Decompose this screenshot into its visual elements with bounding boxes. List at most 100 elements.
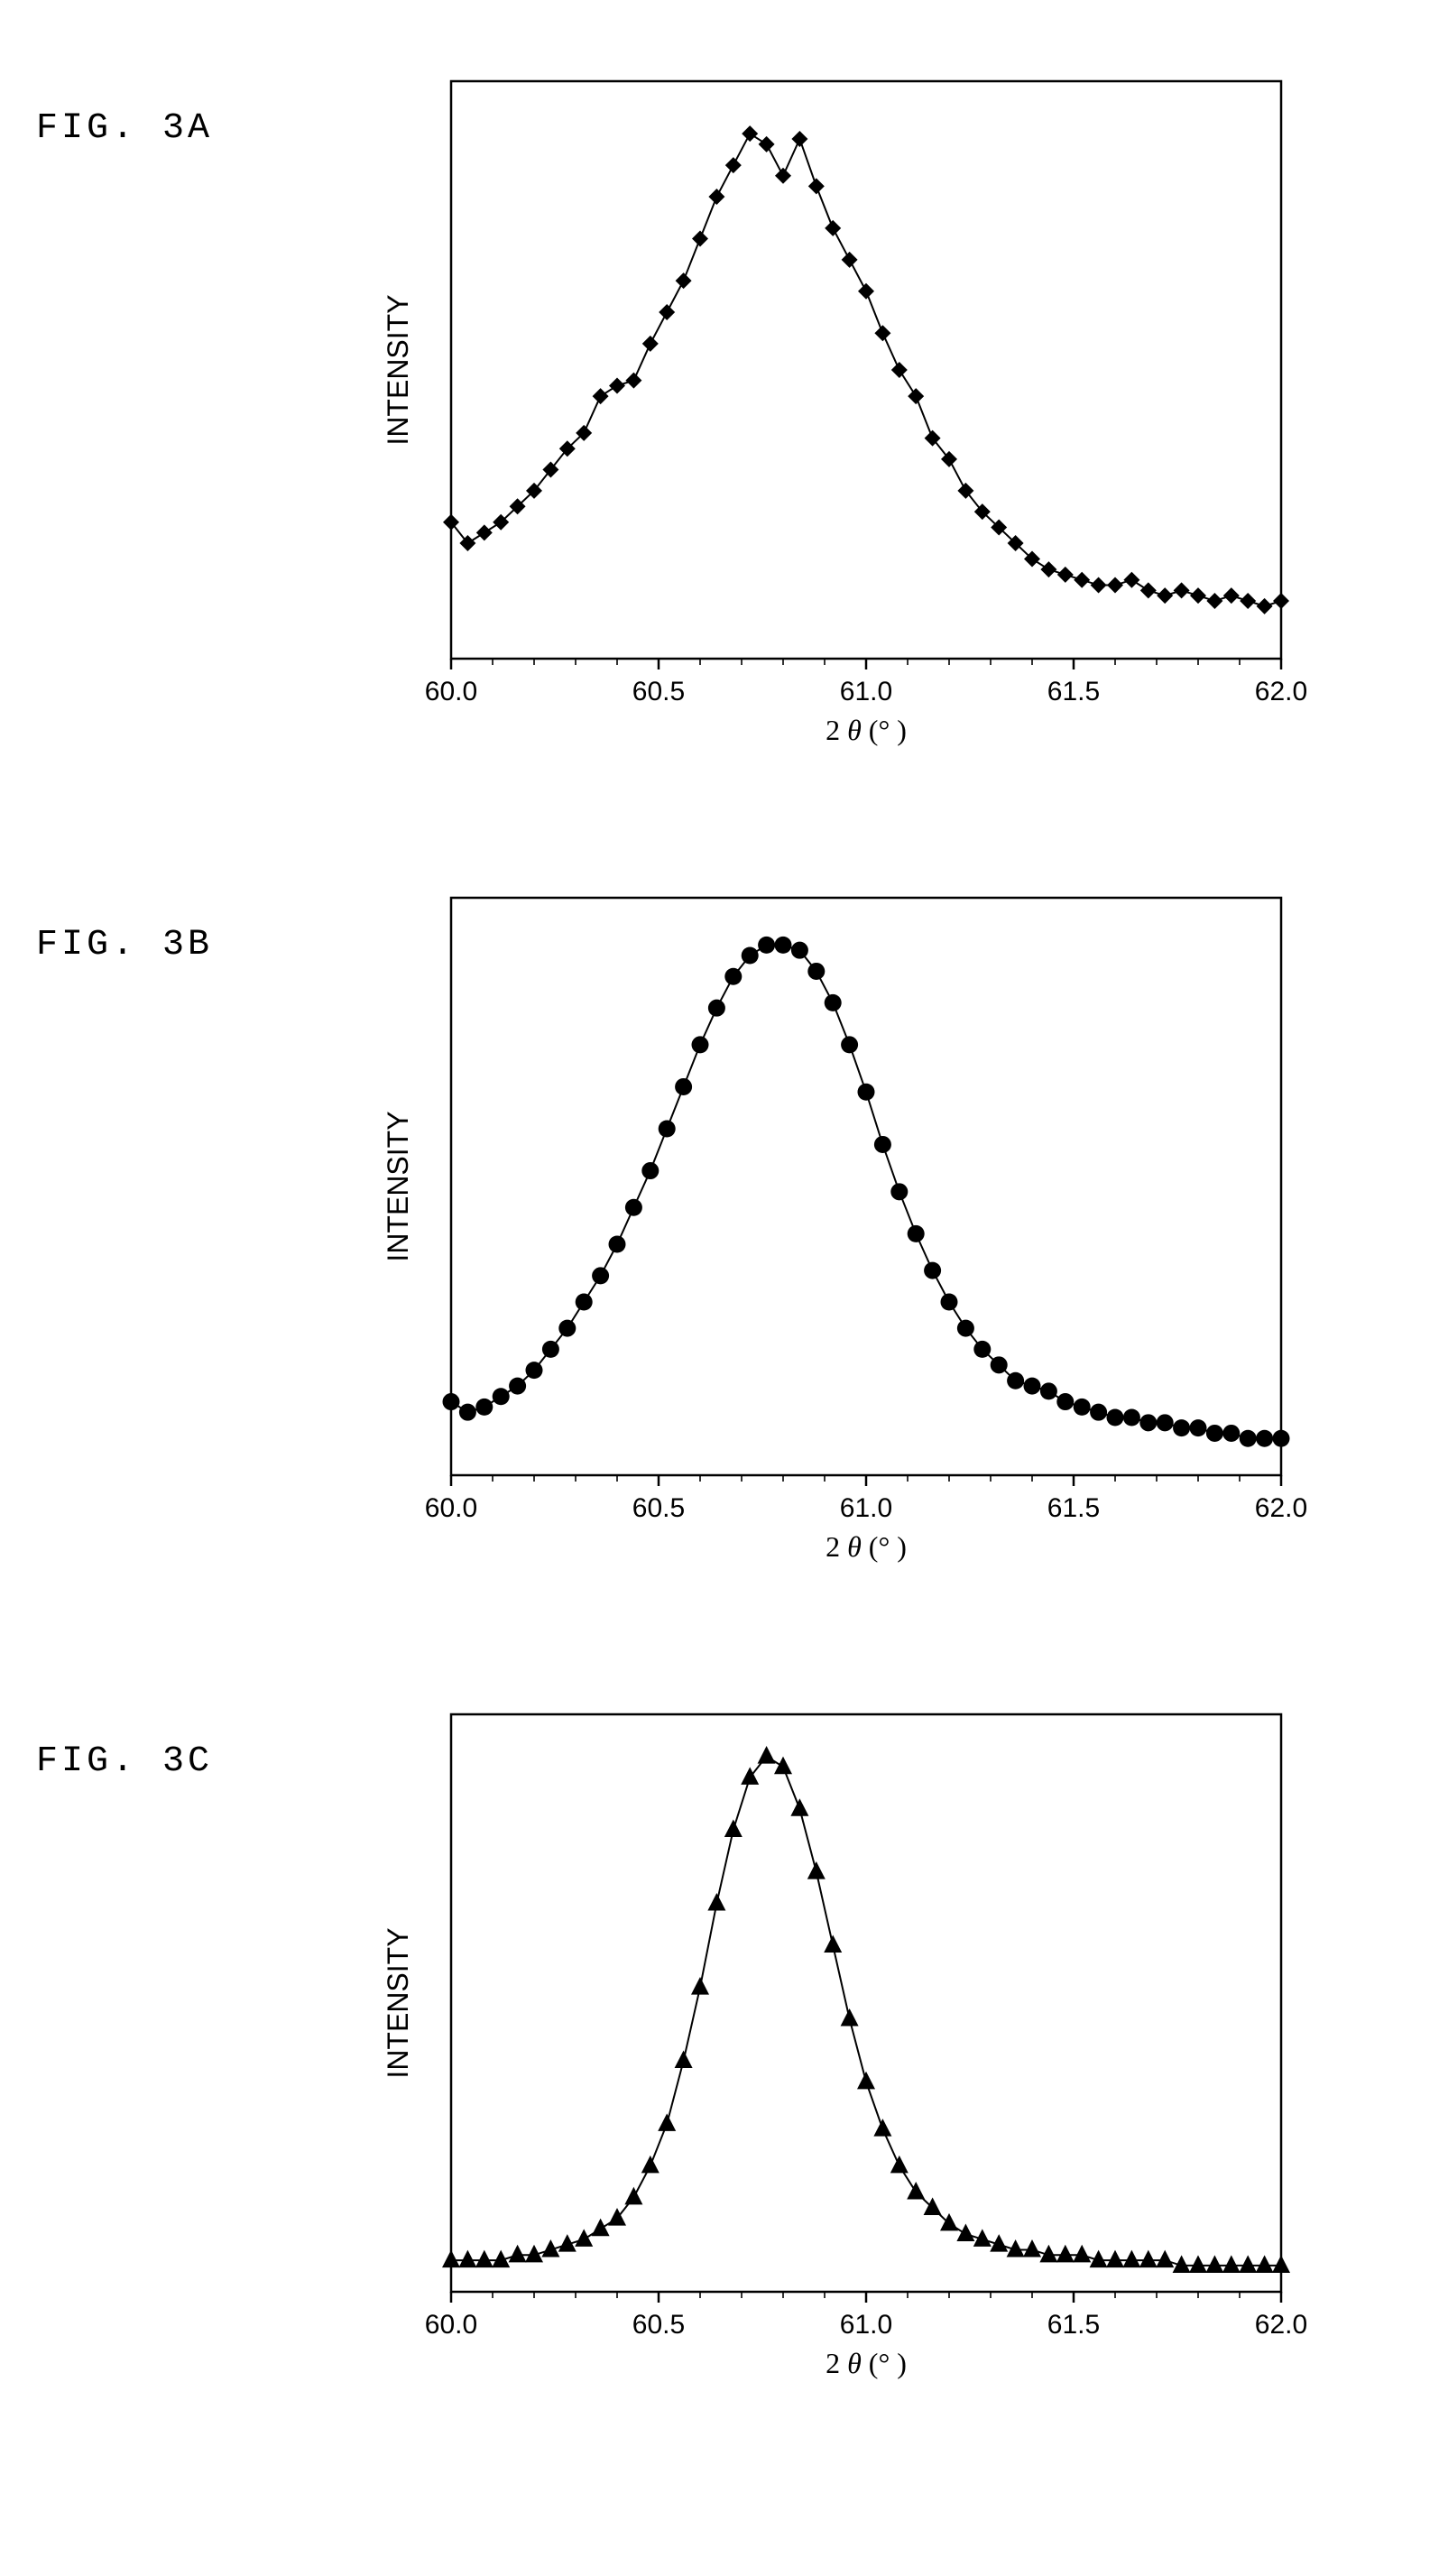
data-marker	[641, 1162, 659, 1179]
data-marker	[459, 1404, 476, 1421]
x-tick-label: 61.5	[1047, 2310, 1100, 2340]
x-tick-label: 62.0	[1255, 2310, 1307, 2340]
data-marker	[1074, 1399, 1091, 1416]
data-marker	[807, 963, 825, 980]
chart-svg: 60.060.561.061.562.02 θ (° )INTENSITY	[361, 1687, 1308, 2391]
data-marker	[475, 2250, 494, 2268]
data-marker	[1057, 567, 1074, 583]
data-marker	[1256, 1430, 1273, 1447]
data-marker	[575, 2229, 593, 2247]
x-axis-label: 2 θ (° )	[826, 2347, 907, 2379]
data-marker	[925, 430, 941, 447]
data-marker	[509, 2245, 527, 2263]
data-marker	[857, 2072, 875, 2090]
data-marker	[609, 1236, 626, 1253]
data-marker	[1190, 1419, 1207, 1436]
x-tick-label: 61.5	[1047, 1493, 1100, 1523]
data-marker	[1206, 593, 1222, 609]
chart-3a: 60.060.561.061.562.02 θ (° )INTENSITY	[361, 54, 1308, 762]
data-marker	[775, 937, 792, 954]
data-line	[451, 945, 1281, 1438]
panel-row-a: FIG. 3A 60.060.561.061.562.02 θ (° )INTE…	[36, 54, 1403, 762]
chart-svg: 60.060.561.061.562.02 θ (° )INTENSITY	[361, 54, 1308, 758]
data-marker	[1090, 1404, 1107, 1421]
x-tick-label: 60.0	[425, 2310, 477, 2340]
data-marker	[874, 1136, 891, 1153]
data-marker	[858, 1084, 875, 1101]
panel-row-b: FIG. 3B 60.060.561.061.562.02 θ (° )INTE…	[36, 871, 1403, 1579]
data-marker	[1106, 2250, 1124, 2268]
data-marker	[458, 2250, 476, 2268]
chart-3b: 60.060.561.061.562.02 θ (° )INTENSITY	[361, 871, 1308, 1579]
data-marker	[658, 2113, 676, 2131]
y-axis-label: INTENSITY	[382, 294, 414, 445]
data-marker	[1257, 598, 1273, 614]
data-marker	[824, 1935, 842, 1953]
data-marker	[991, 1356, 1008, 1373]
data-marker	[1107, 577, 1123, 594]
y-axis-label: INTENSITY	[382, 1111, 414, 1261]
data-marker	[675, 2051, 693, 2069]
data-marker	[957, 1320, 974, 1337]
data-marker	[1156, 2250, 1174, 2268]
plot-frame	[451, 1714, 1281, 2292]
data-marker	[1190, 587, 1206, 604]
data-marker	[476, 524, 493, 540]
data-marker	[940, 2213, 958, 2231]
data-marker	[825, 220, 841, 236]
data-marker	[841, 1036, 858, 1053]
data-marker	[625, 1199, 642, 1216]
data-marker	[1240, 593, 1256, 609]
figure-label-c: FIG. 3C	[36, 1687, 361, 1782]
data-marker	[692, 231, 708, 247]
data-marker	[659, 304, 675, 320]
x-tick-label: 62.0	[1255, 1493, 1307, 1523]
data-marker	[842, 252, 858, 268]
data-marker	[707, 1893, 725, 1911]
data-marker	[475, 1399, 493, 1416]
data-marker	[1091, 577, 1107, 594]
plot-frame	[451, 898, 1281, 1475]
data-marker	[1157, 587, 1173, 604]
data-marker	[558, 1320, 576, 1337]
data-marker	[775, 168, 791, 184]
data-marker	[1222, 1425, 1240, 1442]
data-marker	[1189, 2255, 1207, 2273]
x-tick-label: 62.0	[1255, 677, 1307, 706]
data-marker	[858, 283, 874, 300]
figure-label-a: FIG. 3A	[36, 54, 361, 149]
data-marker	[676, 272, 692, 289]
chart-3c: 60.060.561.061.562.02 θ (° )INTENSITY	[361, 1687, 1308, 2396]
data-marker	[941, 1294, 958, 1311]
data-marker	[526, 1362, 543, 1379]
data-marker	[1123, 1409, 1140, 1426]
data-marker	[924, 2197, 942, 2215]
x-tick-label: 60.5	[632, 1493, 685, 1523]
data-marker	[691, 1977, 709, 1995]
data-marker	[1273, 593, 1289, 609]
figure-label-b: FIG. 3B	[36, 871, 361, 965]
x-axis-label: 2 θ (° )	[826, 714, 907, 746]
data-marker	[576, 1294, 593, 1311]
data-marker	[791, 942, 808, 959]
data-marker	[1139, 1414, 1157, 1431]
data-marker	[593, 388, 609, 404]
data-marker	[957, 483, 973, 499]
data-marker	[1240, 1430, 1257, 1447]
data-marker	[1074, 572, 1090, 588]
data-marker	[825, 994, 842, 1011]
data-marker	[659, 1121, 676, 1138]
data-marker	[924, 1262, 941, 1279]
chart-svg: 60.060.561.061.562.02 θ (° )INTENSITY	[361, 871, 1308, 1574]
data-marker	[624, 2187, 642, 2205]
data-marker	[443, 514, 459, 531]
data-marker	[774, 1757, 792, 1775]
x-tick-label: 61.5	[1047, 677, 1100, 706]
data-marker	[1256, 2255, 1274, 2273]
data-marker	[1073, 2245, 1091, 2263]
data-marker	[807, 1861, 826, 1879]
x-tick-label: 60.5	[632, 677, 685, 706]
data-marker	[890, 1183, 908, 1200]
data-marker	[1007, 1372, 1024, 1390]
data-marker	[908, 388, 924, 404]
